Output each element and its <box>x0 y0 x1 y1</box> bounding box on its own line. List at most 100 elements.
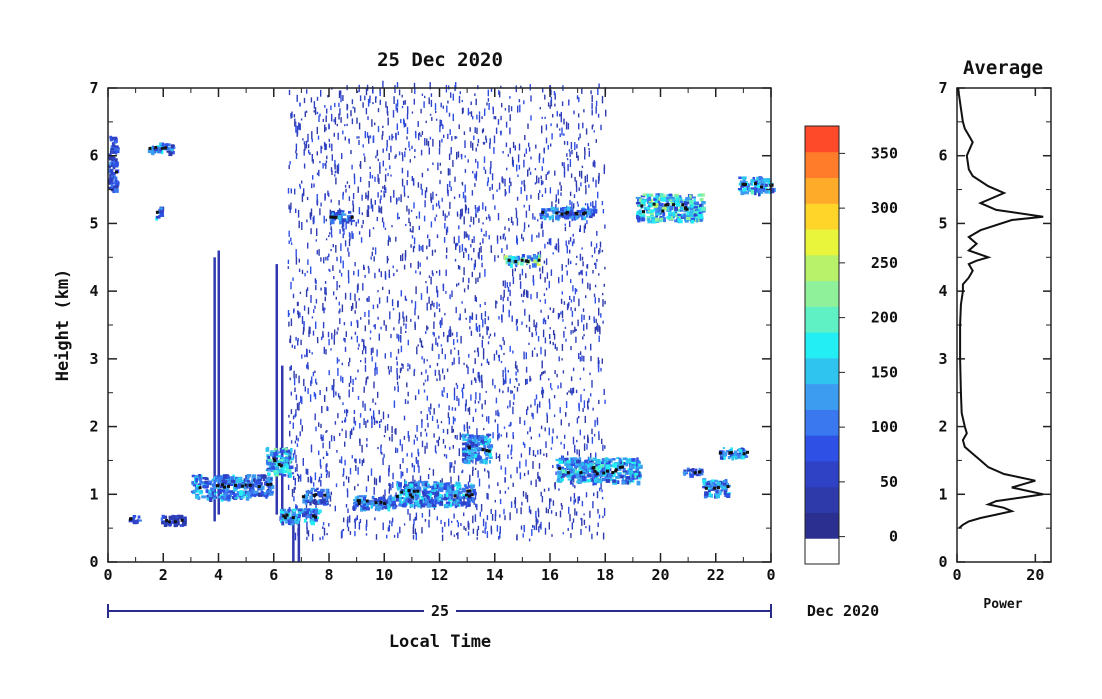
noise-mark <box>590 453 592 461</box>
noise-mark <box>384 271 387 279</box>
cloud-mark <box>170 144 174 148</box>
cloud-mark <box>623 462 627 465</box>
noise-mark <box>544 527 547 535</box>
noise-mark <box>322 536 324 540</box>
cloud-mark <box>271 461 277 465</box>
noise-mark <box>414 301 417 309</box>
noise-mark <box>383 453 385 458</box>
noise-mark <box>576 151 578 158</box>
noise-mark <box>481 339 483 348</box>
noise-mark <box>456 434 458 440</box>
cloud-mark <box>308 515 312 518</box>
noise-mark <box>345 430 347 434</box>
noise-mark <box>571 149 573 155</box>
cloud-mark <box>684 218 689 223</box>
noise-mark <box>596 531 598 536</box>
noise-mark <box>352 233 354 240</box>
cloud-mark <box>725 450 730 453</box>
noise-mark <box>602 293 604 296</box>
cloud-mark <box>417 481 421 486</box>
cloud-mark <box>630 472 634 475</box>
noise-mark <box>481 374 483 383</box>
cloud-mark <box>293 512 297 515</box>
cloud-mark <box>310 514 313 519</box>
noise-mark <box>404 100 406 105</box>
cloud-mark <box>285 464 289 469</box>
cloud-mark <box>111 185 116 190</box>
noise-mark <box>459 432 461 440</box>
cloud-mark <box>461 433 465 439</box>
noise-mark <box>534 216 536 220</box>
noise-mark <box>340 90 342 96</box>
noise-mark <box>295 504 297 510</box>
noise-mark <box>505 142 508 148</box>
noise-mark <box>415 458 418 464</box>
noise-mark <box>549 498 551 505</box>
noise-mark <box>378 205 380 213</box>
noise-mark <box>316 172 319 176</box>
noise-mark <box>466 233 468 238</box>
noise-mark <box>402 471 404 477</box>
noise-mark <box>316 200 318 205</box>
noise-mark <box>344 184 347 188</box>
noise-mark <box>306 348 308 357</box>
noise-mark <box>485 390 487 393</box>
cloud-mark <box>699 197 704 202</box>
cloud-mark <box>402 489 406 493</box>
noise-mark <box>396 198 398 202</box>
cloud-mark <box>444 504 449 507</box>
noise-mark <box>590 90 592 95</box>
cloud-mark <box>475 444 478 447</box>
noise-mark <box>593 492 595 497</box>
noise-mark <box>316 111 319 115</box>
noise-mark <box>344 136 346 141</box>
cloud-core-mark <box>273 459 277 463</box>
noise-mark <box>566 153 568 157</box>
cloud-mark <box>635 196 641 199</box>
cloud-core-mark <box>301 495 305 499</box>
noise-mark <box>430 403 432 410</box>
noise-mark <box>534 182 537 185</box>
noise-mark <box>392 265 394 269</box>
cloud-mark <box>257 492 263 497</box>
noise-mark <box>369 337 372 340</box>
noise-mark <box>316 250 318 255</box>
noise-mark <box>289 161 291 165</box>
noise-mark <box>314 278 317 284</box>
cloud-mark <box>588 459 594 463</box>
cloud-mark <box>467 437 472 440</box>
cloud-mark <box>528 258 533 262</box>
noise-mark <box>569 513 571 522</box>
noise-mark <box>445 290 447 294</box>
noise-mark <box>512 276 515 284</box>
noise-mark <box>359 95 362 102</box>
cloud-mark <box>231 496 235 500</box>
noise-mark <box>370 468 373 476</box>
noise-mark <box>472 142 474 151</box>
noise-mark <box>542 229 544 237</box>
cloud-mark <box>431 485 435 490</box>
noise-mark <box>324 124 326 133</box>
noise-mark <box>427 168 429 171</box>
noise-mark <box>507 444 510 448</box>
noise-mark <box>414 434 417 438</box>
noise-mark <box>431 270 434 275</box>
cloud-mark <box>201 495 207 499</box>
cloud-mark <box>486 445 491 449</box>
noise-mark <box>349 467 352 475</box>
noise-mark <box>428 275 431 278</box>
noise-mark <box>359 423 361 429</box>
noise-mark <box>365 346 367 354</box>
noise-mark <box>345 504 348 508</box>
noise-mark <box>601 496 604 500</box>
noise-mark <box>307 468 309 475</box>
cloud-mark <box>323 498 327 504</box>
noise-mark <box>406 382 408 388</box>
noise-mark <box>478 374 480 381</box>
noise-mark <box>444 213 446 221</box>
cloud-mark <box>298 509 302 512</box>
cloud-mark <box>429 503 434 506</box>
cloud-mark <box>684 199 688 203</box>
noise-mark <box>477 470 479 478</box>
noise-mark <box>566 245 568 254</box>
